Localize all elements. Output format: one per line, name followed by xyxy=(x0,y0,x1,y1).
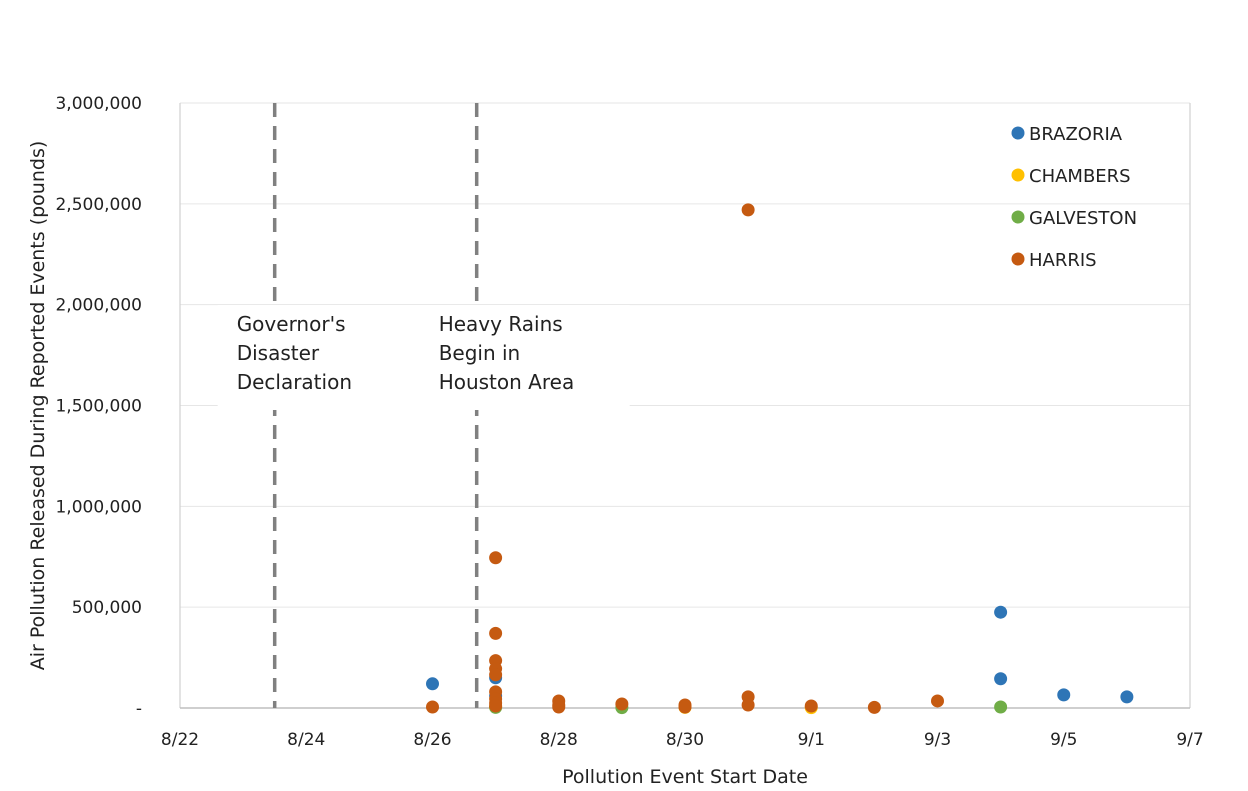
legend-swatch xyxy=(1011,210,1025,224)
y-tick-label: 2,500,000 xyxy=(55,195,142,215)
annotation-text: Heavy Rains xyxy=(439,312,563,336)
y-tick-label: 2,000,000 xyxy=(55,296,142,316)
legend-swatch xyxy=(1011,126,1025,140)
data-point-harris xyxy=(489,551,503,565)
y-tick-label: 500,000 xyxy=(72,598,142,618)
data-point-harris xyxy=(741,203,755,217)
data-point-brazoria xyxy=(1120,690,1134,704)
x-tick-label: 9/3 xyxy=(924,730,951,750)
data-point-harris xyxy=(931,694,944,708)
annotation-text: Governor's xyxy=(237,312,346,336)
x-tick-label: 8/30 xyxy=(666,730,704,750)
data-point-brazoria xyxy=(426,677,439,691)
x-tick-label: 8/24 xyxy=(287,730,325,750)
x-tick-label: 9/5 xyxy=(1050,730,1077,750)
data-point-brazoria xyxy=(1057,688,1071,702)
x-tick-label: 9/1 xyxy=(798,730,825,750)
x-tick-label: 8/26 xyxy=(413,730,451,750)
data-point-galveston xyxy=(994,700,1008,714)
legend-label: HARRIS xyxy=(1029,250,1097,271)
x-tick-label: 8/22 xyxy=(161,730,199,750)
x-axis-title: Pollution Event Start Date xyxy=(562,766,808,788)
y-tick-label: 3,000,000 xyxy=(55,94,142,114)
legend-swatch xyxy=(1011,168,1025,182)
legend: BRAZORIA CHAMBERS GALVESTON HARRIS xyxy=(1011,124,1137,271)
x-tick-labels: 8/22 8/24 8/26 8/28 8/30 9/1 9/3 9/5 9/7 xyxy=(161,730,1204,750)
annotation-text: Disaster xyxy=(237,341,320,365)
y-tick-label: 1,500,000 xyxy=(55,397,142,417)
legend-swatch xyxy=(1011,252,1025,266)
x-tick-label: 9/7 xyxy=(1176,730,1203,750)
annotation-text: Begin in xyxy=(439,341,521,365)
data-point-brazoria xyxy=(994,672,1008,686)
data-point-harris xyxy=(678,700,692,714)
annotation-text: Houston Area xyxy=(439,370,575,394)
x-tick-label: 8/28 xyxy=(540,730,578,750)
y-axis-title: Air Pollution Released During Reported E… xyxy=(27,141,49,671)
event-markers: Governor's Disaster Declaration Heavy Rains… xyxy=(217,103,630,708)
data-point-brazoria xyxy=(994,605,1008,619)
y-tick-labels: - 500,000 1,000,000 1,500,000 2,000,000 2,500… xyxy=(55,94,142,719)
data-point-harris xyxy=(741,698,755,712)
data-point-harris xyxy=(804,699,818,713)
y-tick-label: - xyxy=(136,699,142,719)
data-point-harris xyxy=(489,668,503,682)
data-point-harris xyxy=(552,700,566,714)
annotation-text: Declaration xyxy=(237,370,352,394)
data-point-harris xyxy=(489,699,503,713)
legend-label: CHAMBERS xyxy=(1029,166,1131,187)
data-points xyxy=(426,203,1134,715)
data-point-harris xyxy=(426,700,439,714)
y-tick-label: 1,000,000 xyxy=(55,497,142,517)
annotation-box xyxy=(217,305,428,410)
data-point-harris xyxy=(489,626,503,640)
data-point-harris xyxy=(615,697,629,711)
annotation-box xyxy=(419,305,630,410)
legend-label: BRAZORIA xyxy=(1029,124,1123,145)
data-point-harris xyxy=(867,700,881,714)
legend-label: GALVESTON xyxy=(1029,208,1137,229)
